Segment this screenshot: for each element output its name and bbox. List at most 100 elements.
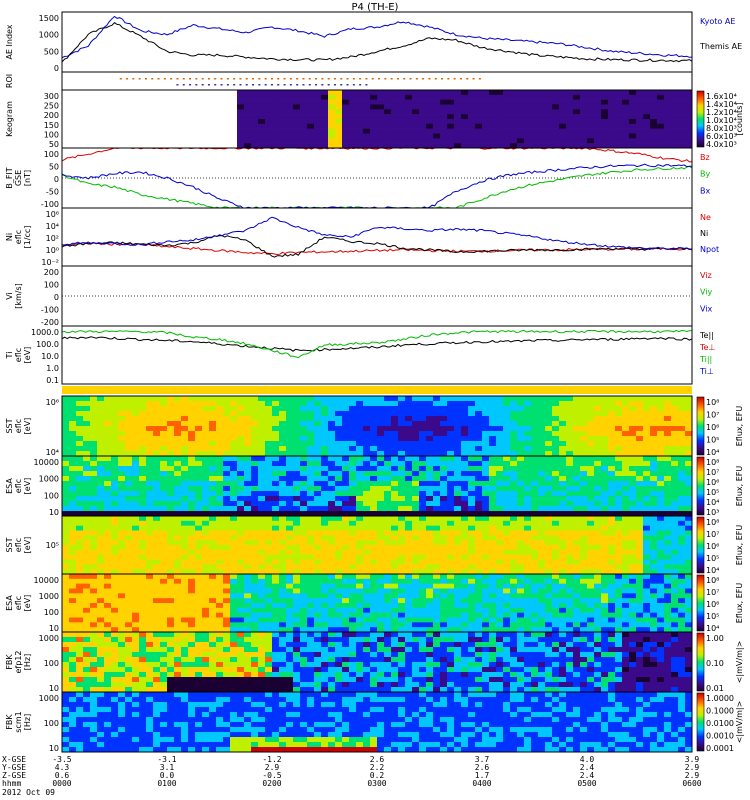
heat-cell <box>447 466 455 472</box>
heat-cell <box>153 516 161 522</box>
heat-cell <box>496 461 504 467</box>
heat-cell <box>433 119 441 125</box>
heat-cell <box>671 569 679 575</box>
heat-cell <box>153 406 161 412</box>
heat-cell <box>258 496 266 502</box>
heat-cell <box>83 559 91 565</box>
heat-cell <box>300 406 308 412</box>
heat-cell <box>293 525 301 531</box>
heat-cell <box>118 451 126 457</box>
heat-cell <box>622 123 630 129</box>
heat-cell <box>69 491 77 497</box>
heat-cell <box>580 143 588 149</box>
heat-cell <box>69 506 77 512</box>
ylabel-esa-e-2: [eV] <box>23 478 32 495</box>
heat-cell <box>580 501 588 507</box>
heat-cell <box>538 99 546 105</box>
heat-cell <box>650 406 658 412</box>
heat-cell <box>573 481 581 487</box>
heat-cell <box>433 481 441 487</box>
heat-cell <box>566 496 574 502</box>
heat-cell <box>636 436 644 442</box>
heat-cell <box>153 471 161 477</box>
heat-cell <box>272 564 280 570</box>
heat-cell <box>258 436 266 442</box>
heat-cell <box>251 476 259 482</box>
heat-cell <box>664 496 672 502</box>
heat-cell <box>601 90 609 96</box>
heat-cell <box>132 627 140 633</box>
heat-cell <box>622 496 630 502</box>
heat-cell <box>139 451 147 457</box>
heat-cell <box>111 128 119 134</box>
heat-cell <box>629 143 637 149</box>
heat-cell <box>111 406 119 412</box>
heat-cell <box>524 564 532 570</box>
heat-cell <box>146 569 154 575</box>
heat-cell <box>524 535 532 541</box>
heat-cell <box>370 416 378 422</box>
heat-cell <box>342 133 350 139</box>
heat-cell <box>426 516 434 522</box>
heat-cell <box>510 114 518 120</box>
heat-cell <box>237 525 245 531</box>
colorbar-sst-i <box>696 516 705 574</box>
heat-cell <box>132 411 140 417</box>
heat-cell <box>636 466 644 472</box>
heat-cell <box>160 554 168 560</box>
heat-cell <box>188 554 196 560</box>
heat-cell <box>489 396 497 402</box>
heat-cell <box>594 431 602 437</box>
heat-cell <box>188 133 196 139</box>
heat-cell <box>300 426 308 432</box>
heat-cell <box>370 133 378 139</box>
heat-cell <box>216 496 224 502</box>
heat-cell <box>146 94 154 100</box>
heat-cell <box>216 535 224 541</box>
heat-cell <box>405 441 413 447</box>
heat-cell <box>314 559 322 565</box>
heat-cell <box>440 114 448 120</box>
heat-cell <box>314 411 322 417</box>
heat-cell <box>503 545 511 551</box>
heat-cell <box>139 436 147 442</box>
heat-cell <box>454 143 462 149</box>
heat-cell <box>146 90 154 96</box>
heat-cell <box>272 525 280 531</box>
heat-cell <box>104 535 112 541</box>
heat-cell <box>538 436 546 442</box>
bg-temperature <box>62 326 692 384</box>
heat-cell <box>118 99 126 105</box>
heat-cell <box>377 540 385 546</box>
heat-cell <box>307 396 315 402</box>
heat-cell <box>153 627 161 633</box>
heat-cell <box>524 90 532 96</box>
heat-cell <box>167 574 175 580</box>
heat-cell <box>97 506 105 512</box>
heat-cell <box>643 530 651 536</box>
heat-cell <box>398 441 406 447</box>
bg-ae <box>62 12 692 72</box>
heat-cell <box>69 401 77 407</box>
heat-cell <box>265 143 273 149</box>
heat-cell <box>510 446 518 452</box>
heat-cell <box>69 535 77 541</box>
heat-cell <box>62 574 70 580</box>
heat-cell <box>160 607 168 613</box>
heat-cell <box>195 511 203 517</box>
heat-cell <box>363 481 371 487</box>
heat-cell <box>335 104 343 110</box>
heat-cell <box>125 569 133 575</box>
heat-cell <box>174 99 182 105</box>
heat-cell <box>657 138 665 144</box>
heat-cell <box>216 471 224 477</box>
legend-velocity-0: Viz <box>700 271 712 280</box>
heat-cell <box>566 109 574 115</box>
heat-cell <box>391 133 399 139</box>
heat-cell <box>97 627 105 633</box>
heat-cell <box>251 133 259 139</box>
heat-cell <box>209 471 217 477</box>
heat-cell <box>503 466 511 472</box>
heat-cell <box>307 559 315 565</box>
heat-cell <box>482 109 490 115</box>
